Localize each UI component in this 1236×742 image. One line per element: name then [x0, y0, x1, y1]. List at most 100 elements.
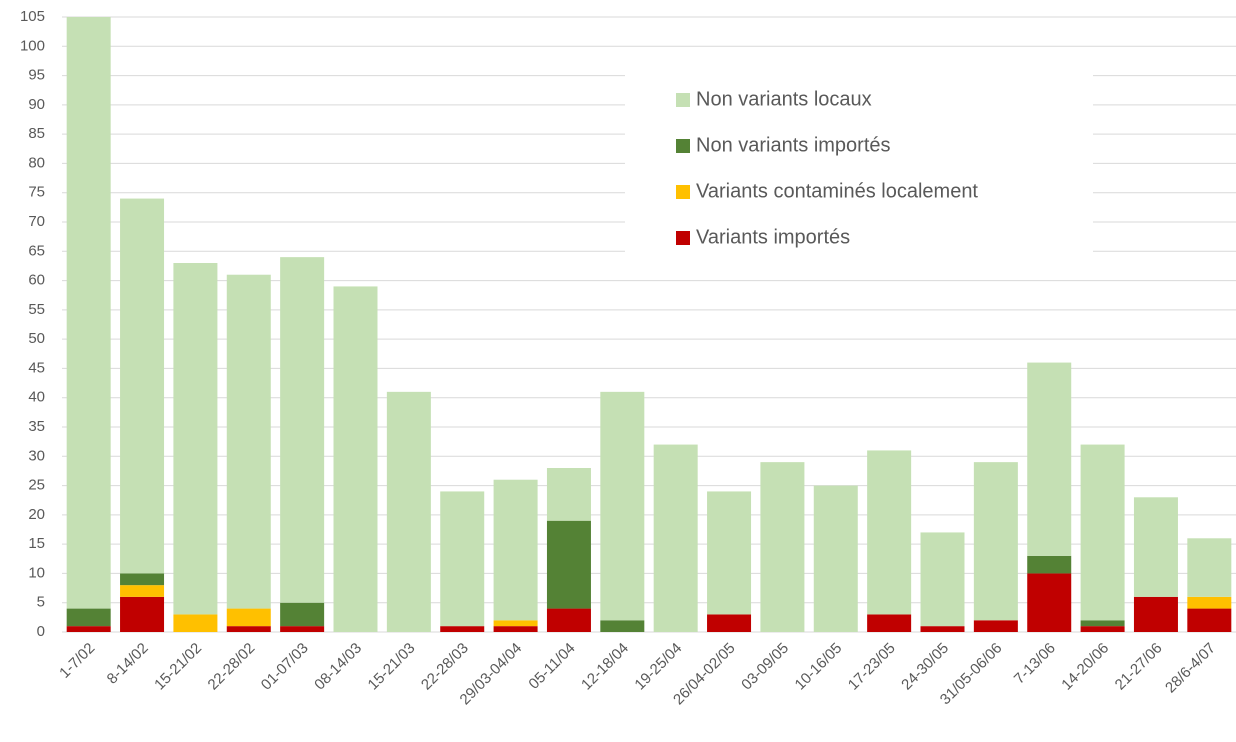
legend-label: Variants importés	[696, 226, 850, 248]
x-tick-label: 24-30/05	[898, 640, 952, 694]
bar-segment	[760, 462, 805, 632]
bar-segment	[120, 585, 165, 597]
y-tick-label: 5	[37, 594, 45, 611]
x-tick-label: 14-20/06	[1058, 640, 1112, 694]
bar-segment	[493, 620, 538, 627]
bar-segment	[707, 614, 752, 632]
x-tick-label: 17-23/05	[845, 640, 899, 694]
y-tick-label: 100	[20, 37, 45, 54]
bar-segment	[1187, 538, 1232, 597]
bar-segment	[1133, 596, 1178, 632]
y-tick-label: 85	[28, 125, 45, 142]
y-tick-label: 40	[28, 389, 45, 406]
y-tick-label: 90	[28, 96, 45, 113]
y-tick-label: 65	[28, 242, 45, 259]
bar-segment	[386, 391, 431, 632]
y-tick-label: 0	[37, 623, 45, 640]
bar-segment	[973, 620, 1018, 632]
bar-segment	[1027, 555, 1072, 574]
bar-segment	[920, 626, 965, 632]
y-tick-label: 105	[20, 8, 45, 25]
x-tick-label: 08-14/03	[311, 640, 365, 694]
x-tick-label: 05-11/04	[525, 640, 578, 693]
bar-segment	[493, 479, 538, 621]
bar-segment	[66, 626, 111, 632]
x-tick-label: 1-7/02	[56, 640, 98, 682]
x-tick-label: 22-28/02	[205, 640, 259, 694]
bar-segment	[546, 608, 591, 632]
y-tick-label: 25	[28, 477, 45, 494]
x-tick-label: 21-27/06	[1112, 640, 1166, 694]
y-tick-label: 45	[28, 359, 45, 376]
legend-label: Variants contaminés localement	[696, 180, 978, 202]
bar-segment	[1027, 573, 1072, 632]
bar-segment	[1187, 596, 1232, 609]
bar-segment	[546, 468, 591, 521]
bar-segment	[280, 602, 325, 627]
bar-segment	[226, 274, 271, 609]
y-tick-label: 70	[28, 213, 45, 230]
legend-swatch	[676, 231, 690, 245]
bar-segment	[920, 532, 965, 627]
bar-segment	[440, 491, 485, 627]
bar-segment	[867, 450, 912, 615]
bar-segment	[280, 626, 325, 632]
bar-segment	[600, 620, 645, 632]
x-tick-label: 15-21/02	[151, 640, 205, 694]
legend-swatch	[676, 185, 690, 199]
x-tick-label: 28/6-4/07	[1162, 640, 1219, 697]
bar-segment	[653, 444, 698, 632]
bar-segment	[120, 198, 165, 574]
x-tick-label: 22-28/03	[418, 640, 472, 694]
legend-label: Non variants locaux	[696, 88, 872, 110]
bar-segment	[1187, 608, 1232, 632]
bar-segment	[867, 614, 912, 632]
y-tick-label: 20	[28, 506, 45, 523]
bar-segment	[1080, 626, 1125, 632]
bar-segment	[1027, 362, 1072, 556]
x-tick-label: 01-07/03	[258, 640, 312, 694]
y-tick-label: 75	[28, 184, 45, 201]
y-tick-label: 15	[28, 535, 45, 552]
x-tick-label: 12-18/04	[578, 640, 632, 694]
bar-segment	[333, 286, 378, 632]
x-tick-label: 10-16/05	[792, 640, 846, 694]
x-tick-label: 15-21/03	[365, 640, 419, 694]
bar-segment	[120, 573, 165, 586]
bar-segment	[173, 614, 218, 632]
bar-segment	[546, 520, 591, 609]
bar-segment	[1080, 444, 1125, 621]
legend-box	[625, 75, 1093, 270]
bar-segment	[813, 485, 858, 632]
bar-segment	[707, 491, 752, 615]
y-tick-label: 35	[28, 418, 45, 435]
y-tick-label: 55	[28, 301, 45, 318]
bar-segment	[493, 626, 538, 632]
bar-segment	[66, 608, 111, 627]
bar-segment	[973, 462, 1018, 621]
bar-segment	[120, 596, 165, 632]
x-tick-label: 8-14/02	[104, 640, 152, 688]
bar-segment	[66, 17, 111, 609]
bar-segment	[226, 608, 271, 627]
bar-segment	[226, 626, 271, 632]
x-tick-label: 7-13/06	[1011, 640, 1059, 688]
bar-segment	[1133, 497, 1178, 597]
y-tick-label: 30	[28, 447, 45, 464]
x-tick-label: 03-09/05	[738, 640, 792, 694]
bar-segment	[173, 263, 218, 615]
y-tick-label: 50	[28, 330, 45, 347]
legend-swatch	[676, 139, 690, 153]
y-tick-label: 80	[28, 154, 45, 171]
bar-segment	[440, 626, 485, 632]
y-tick-label: 95	[28, 67, 45, 84]
y-tick-label: 10	[28, 564, 45, 581]
y-tick-label: 60	[28, 272, 45, 289]
legend-swatch	[676, 93, 690, 107]
bar-segment	[280, 257, 325, 603]
bar-segment	[600, 391, 645, 621]
x-tick-label: 19-25/04	[631, 640, 685, 694]
legend-label: Non variants importés	[696, 134, 891, 156]
bar-segment	[1080, 620, 1125, 627]
